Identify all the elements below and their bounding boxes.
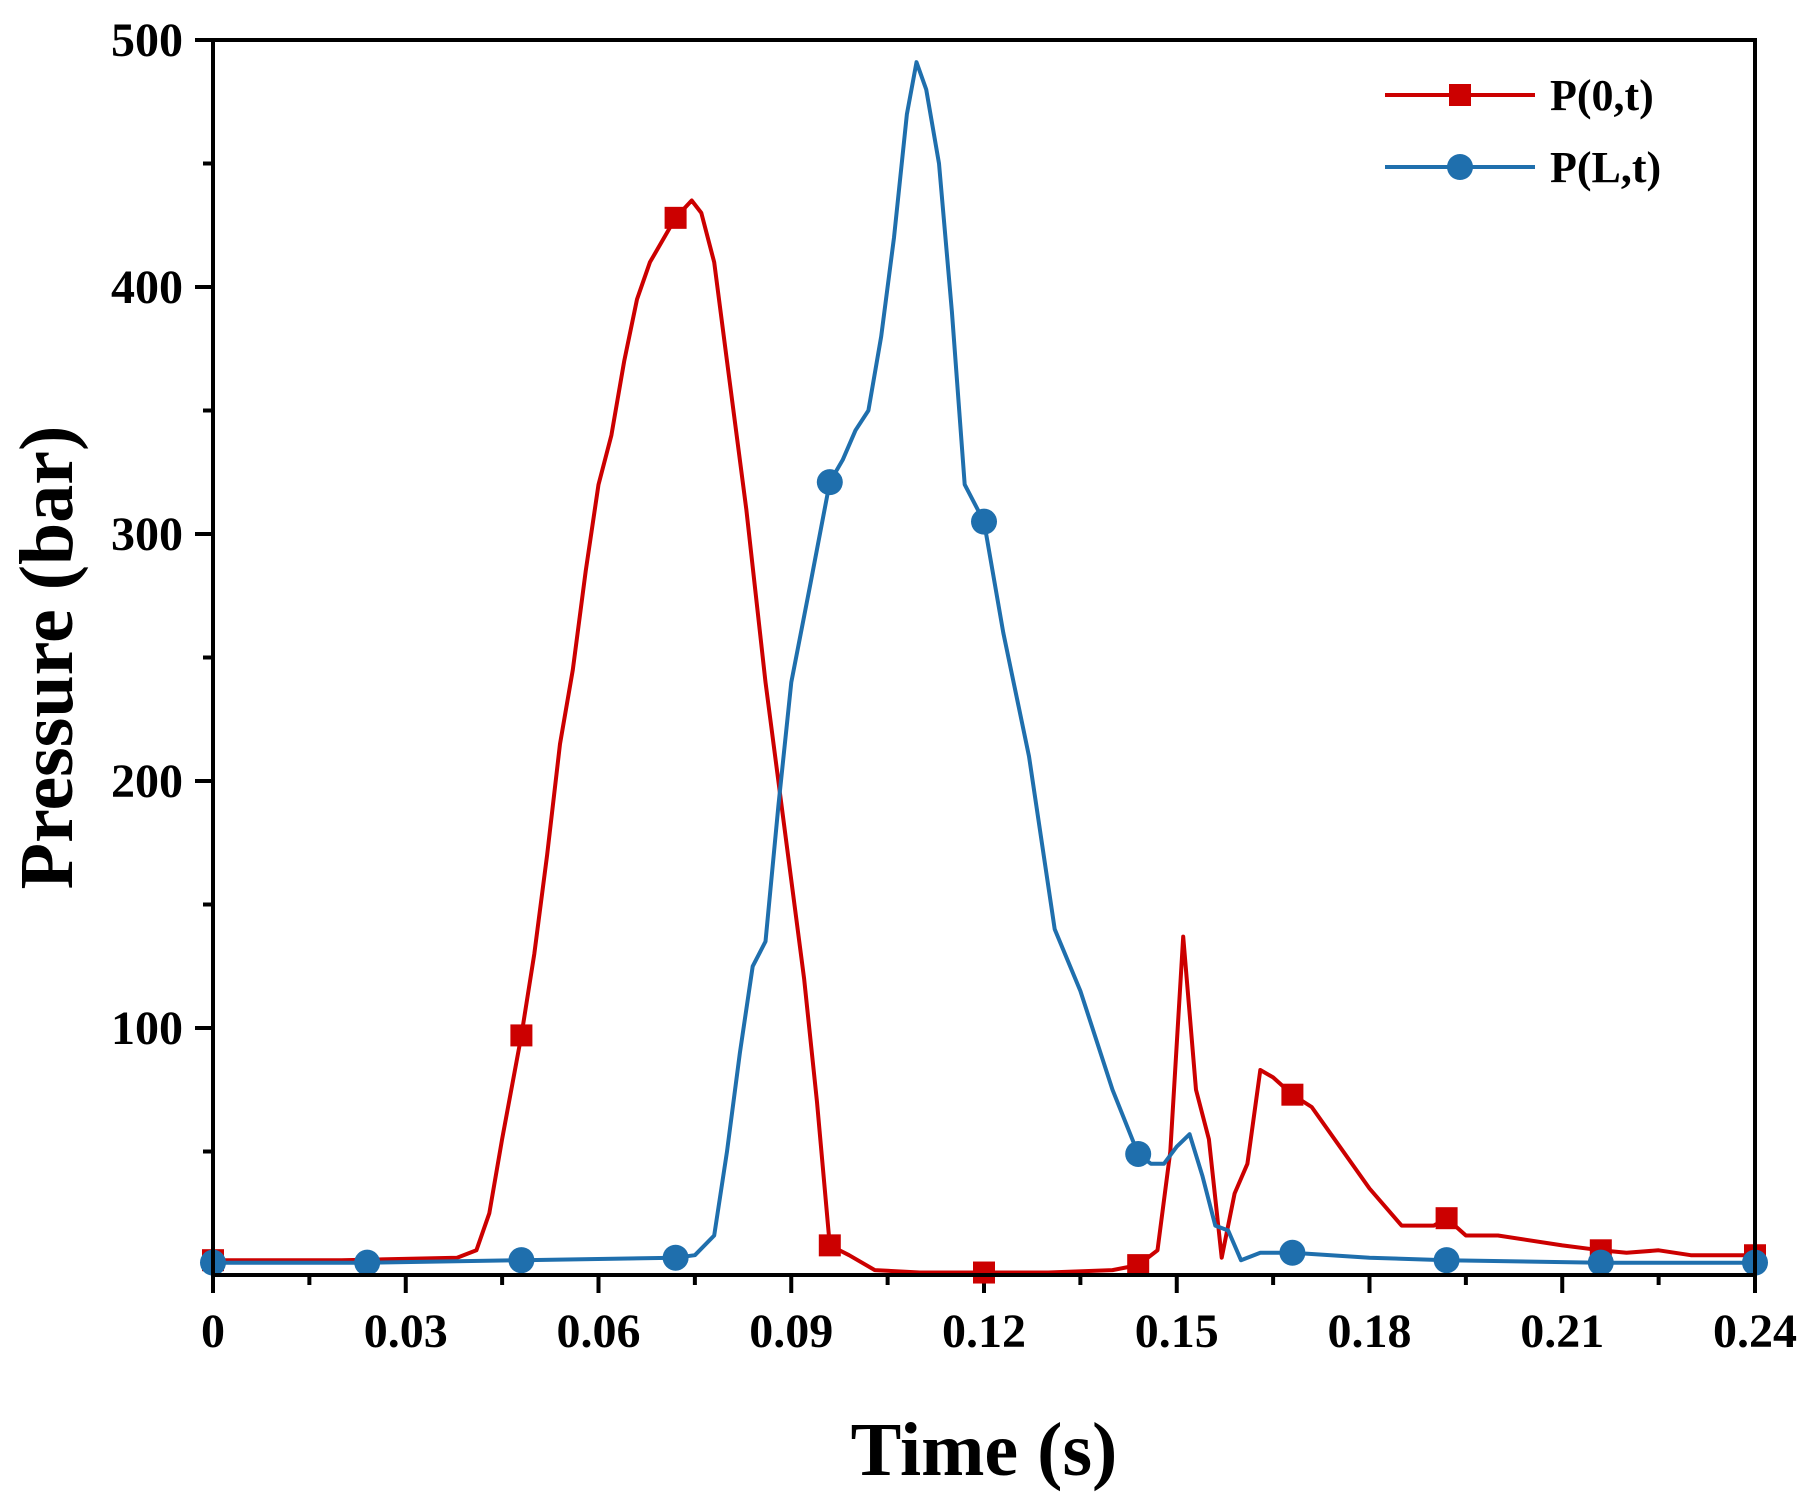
x-tick-label: 0.18 — [1328, 1305, 1412, 1358]
x-tick-label: 0.24 — [1713, 1305, 1797, 1358]
series-layer — [200, 60, 1768, 1284]
x-tick-label: 0 — [201, 1305, 225, 1358]
data-point — [1279, 1239, 1306, 1266]
legend-item: P(L,t) — [1385, 143, 1661, 192]
x-tick-label: 0.03 — [364, 1305, 448, 1358]
series-line — [213, 60, 1755, 1265]
data-point — [818, 1234, 841, 1257]
legend-marker — [1447, 154, 1473, 180]
data-point — [662, 1244, 689, 1271]
data-point — [664, 206, 687, 229]
y-tick-labels: 100 200 300 400 500 — [111, 14, 183, 1055]
series-plt — [200, 60, 1768, 1276]
data-point — [971, 508, 997, 535]
data-point — [1435, 1207, 1458, 1230]
legend-item: P(0,t) — [1385, 71, 1654, 120]
y-tick-label: 200 — [111, 755, 183, 808]
data-point — [508, 1247, 535, 1274]
x-tick-label: 0.12 — [942, 1305, 1026, 1358]
legend-marker — [1449, 84, 1471, 106]
y-tick-label: 400 — [111, 261, 183, 314]
legend-label: P(L,t) — [1550, 143, 1661, 192]
y-axis-title: Pressure (bar) — [5, 426, 89, 890]
x-tick-label: 0.09 — [749, 1305, 833, 1358]
x-tick-label: 0.06 — [557, 1305, 641, 1358]
x-tick-label: 0.21 — [1520, 1305, 1604, 1358]
data-point — [1125, 1140, 1152, 1167]
series-p0t — [202, 198, 1766, 1284]
plot-frame — [211, 38, 1757, 1277]
data-point — [816, 469, 843, 496]
x-axis-title: Time (s) — [851, 1408, 1118, 1492]
x-tick-labels: 0 0.03 0.06 0.09 0.12 0.15 0.18 0.21 0.24 — [201, 1305, 1797, 1358]
data-point — [354, 1249, 381, 1276]
y-tick-label: 300 — [111, 508, 183, 561]
series-line — [213, 198, 1755, 1275]
data-point — [973, 1261, 995, 1284]
y-tick-label: 100 — [111, 1002, 183, 1055]
data-point — [510, 1024, 533, 1047]
legend-label: P(0,t) — [1550, 71, 1654, 120]
data-point — [1587, 1249, 1614, 1276]
x-tick-label: 0.15 — [1135, 1305, 1219, 1358]
data-point — [1127, 1254, 1150, 1277]
y-tick-label: 500 — [111, 14, 183, 67]
y-axis-ticks — [195, 38, 213, 1154]
data-point — [1281, 1083, 1304, 1106]
data-point — [1433, 1247, 1460, 1274]
legend: P(0,t) P(L,t) — [1385, 71, 1661, 192]
